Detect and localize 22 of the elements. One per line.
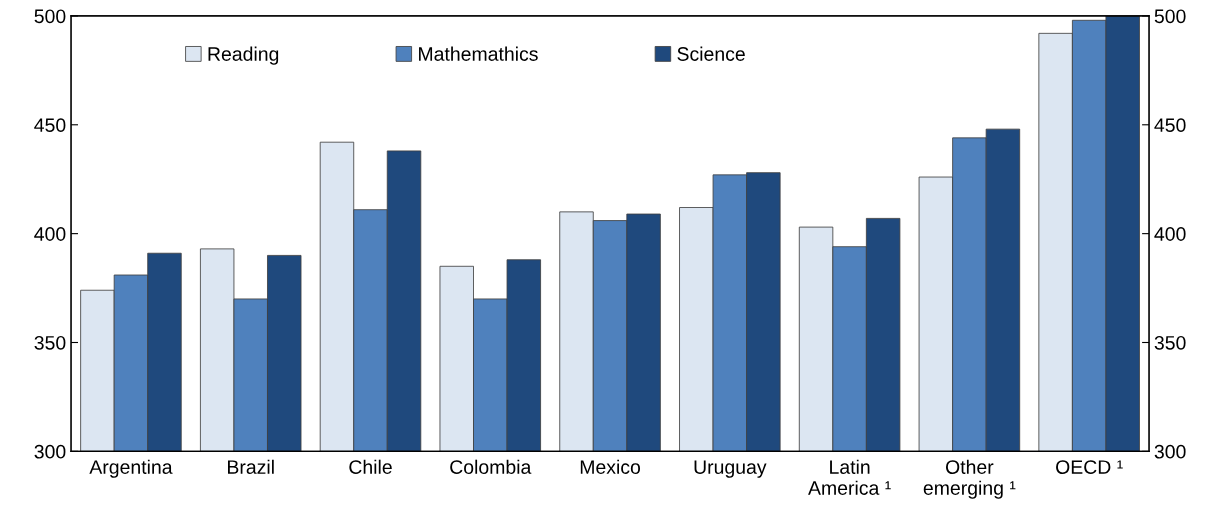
x-tick-label: Mexico: [580, 459, 641, 474]
y-tick-label: 500: [34, 9, 66, 24]
x-tick-label: Chile: [349, 459, 392, 474]
y2-tick-label: 500: [1154, 9, 1186, 24]
x-tick-label: Other emerging ¹: [923, 459, 1016, 499]
legend-label: Reading: [208, 46, 279, 65]
y-tick-label: 300: [34, 444, 66, 459]
x-tick-label: OECD ¹: [1056, 460, 1123, 474]
y-tick-label: 450: [34, 118, 66, 133]
y-tick-label: 350: [34, 335, 66, 350]
y2-tick-label: 450: [1154, 118, 1186, 133]
y2-tick-label: 350: [1154, 335, 1186, 350]
y2-tick-label: 300: [1154, 444, 1186, 459]
x-tick-label: Latin America ¹: [808, 459, 891, 495]
x-tick-label: Uruguay: [694, 460, 767, 478]
y2-tick-label: 400: [1154, 227, 1186, 241]
y-tick-label: 400: [34, 227, 66, 241]
legend-label: Science: [677, 46, 745, 61]
x-tick-label: Brazil: [228, 459, 274, 474]
x-tick-label: Colombia: [450, 459, 532, 474]
x-tick-label: Argentina: [89, 459, 173, 478]
legend-label: Mathemathics: [419, 46, 538, 61]
